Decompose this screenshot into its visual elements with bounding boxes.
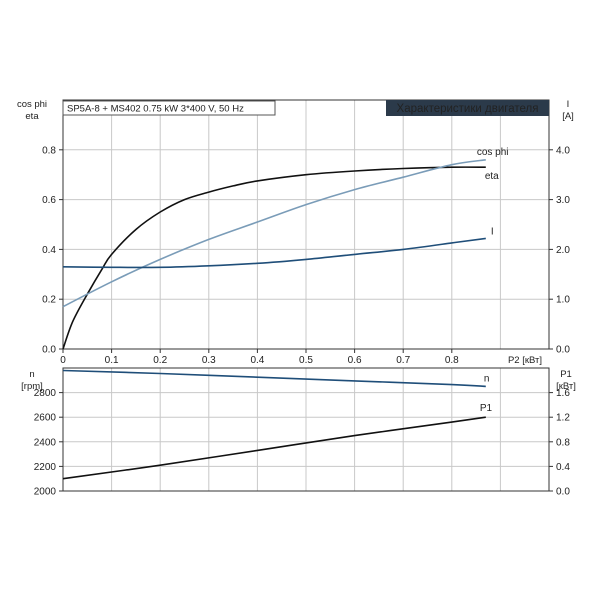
lower-right-tick-label: 0.8 [556,437,570,448]
series-line-i [62,237,486,269]
x-tick-label: 0.2 [153,355,167,366]
upper-left-tick-label: 0.6 [42,195,56,206]
lower-left-tick-label: 2800 [34,388,57,399]
upper-right-tick-label: 0.0 [556,345,570,356]
series-line-p1 [62,416,486,480]
upper-left-axis-label-2: eta [25,111,39,122]
grid-layer [63,100,549,491]
title-badge-text: Характеристики двигателя [397,103,539,115]
lower-right-tick-label: 0.0 [556,487,570,498]
series-label-eta: eta [485,171,499,182]
pump-label: SP5A-8 + MS402 0.75 kW 3*400 V, 50 Hz [67,104,244,115]
lower-right-tick-label: 0.4 [556,462,570,473]
x-tick-label: 0 [60,355,66,366]
lower-right-tick-label: 1.6 [556,388,570,399]
x-axis-label: P2 [кВт] [508,355,542,366]
series-layer [62,159,486,480]
series-line-n [62,369,486,388]
x-tick-label: 0.7 [396,355,410,366]
x-tick-label: 0.8 [445,355,459,366]
upper-left-axis-label-1: cos phi [17,99,47,110]
series-label-cos-phi: cos phi [477,147,509,158]
series-line-eta [62,166,486,350]
x-tick-label: 0.1 [105,355,119,366]
upper-right-axis-label-1: I [567,99,570,110]
axis-layer [59,99,553,492]
lower-plot-frame [62,367,550,492]
x-tick-label: 0.6 [348,355,362,366]
upper-left-tick-label: 0.2 [42,295,56,306]
lower-left-tick-label: 2600 [34,413,57,424]
series-label-i: I [491,226,494,237]
upper-left-tick-label: 0.8 [42,145,56,156]
x-tick-label: 0.5 [299,355,313,366]
upper-right-tick-label: 2.0 [556,245,570,256]
x-tick-label: 0.3 [202,355,216,366]
pump-label-box [62,100,276,116]
series-label-p1: P1 [480,403,493,414]
lower-left-axis-label-2: [rpm] [21,381,43,392]
lower-right-axis-label-1: P1 [560,369,572,380]
series-label-n: n [484,373,490,384]
label-layer: 0.0 0.2 0.4 0.6 0.8 0.0 1.0 2.0 3.0 4.0 0 0.1 0.2 0.3… [34,145,571,497]
lower-left-axis-label-1: n [29,369,34,380]
lower-left-tick-label: 2200 [34,462,57,473]
lower-right-axis-label-2: [кВт] [556,381,576,392]
upper-right-tick-label: 3.0 [556,195,570,206]
upper-left-tick-label: 0.4 [42,245,56,256]
upper-right-tick-label: 4.0 [556,145,570,156]
x-tick-label: 0.4 [250,355,264,366]
lower-left-tick-label: 2400 [34,437,57,448]
upper-left-tick-label: 0.0 [42,345,56,356]
upper-right-axis-label-2: [A] [562,111,574,122]
series-line-cos-phi [62,159,486,308]
lower-right-tick-label: 1.2 [556,413,570,424]
title-badge [386,100,549,116]
lower-left-tick-label: 2000 [34,487,57,498]
upper-right-tick-label: 1.0 [556,295,570,306]
